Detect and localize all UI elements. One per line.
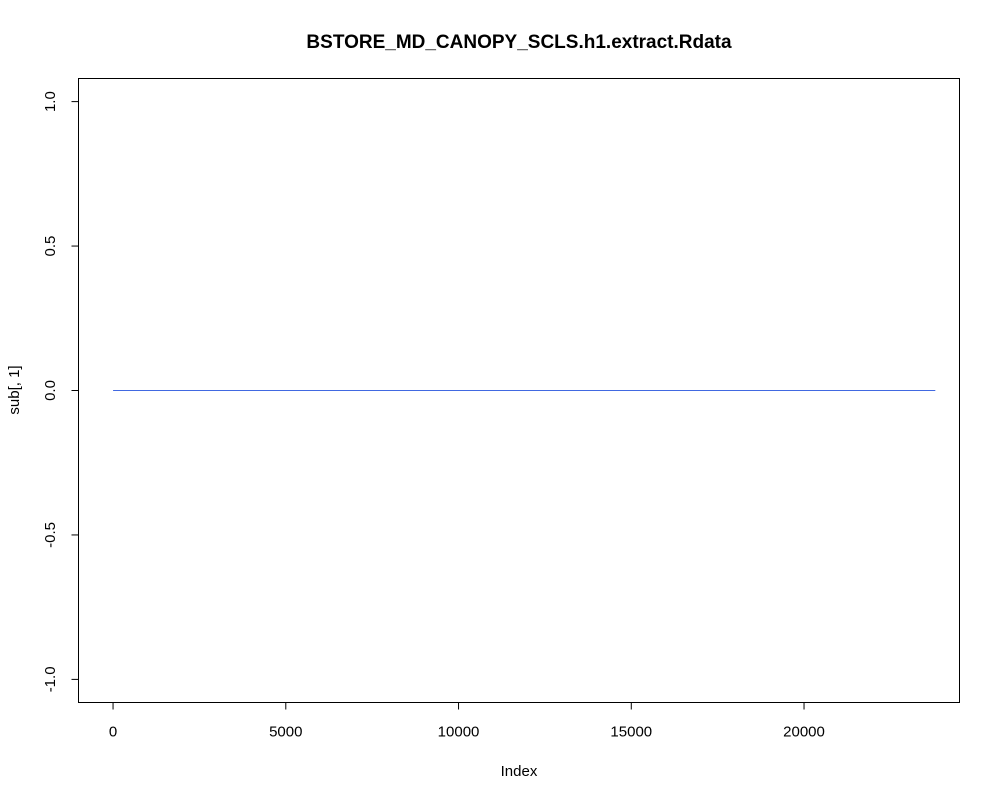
x-axis-label: Index [501, 763, 538, 780]
y-axis-label: sub[, 1] [6, 365, 23, 414]
y-tick-label-2: 0.0 [42, 380, 59, 401]
x-tick-label-4: 20000 [783, 724, 825, 741]
y-tick-label-3: 0.5 [42, 236, 59, 257]
y-tick-label-0: -1.0 [42, 666, 59, 692]
x-tick-label-0: 0 [109, 724, 117, 741]
x-tick-label-2: 10000 [438, 724, 480, 741]
x-tick-label-1: 5000 [269, 724, 302, 741]
x-tick-label-3: 15000 [610, 724, 652, 741]
y-axis: -1.0 -0.5 0.0 0.5 1.0 [42, 91, 79, 692]
chart-title: BSTORE_MD_CANOPY_SCLS.h1.extract.Rdata [306, 32, 732, 53]
x-axis: 0 5000 10000 15000 20000 [109, 702, 825, 741]
y-tick-label-4: 1.0 [42, 91, 59, 112]
y-tick-label-1: -0.5 [42, 522, 59, 548]
